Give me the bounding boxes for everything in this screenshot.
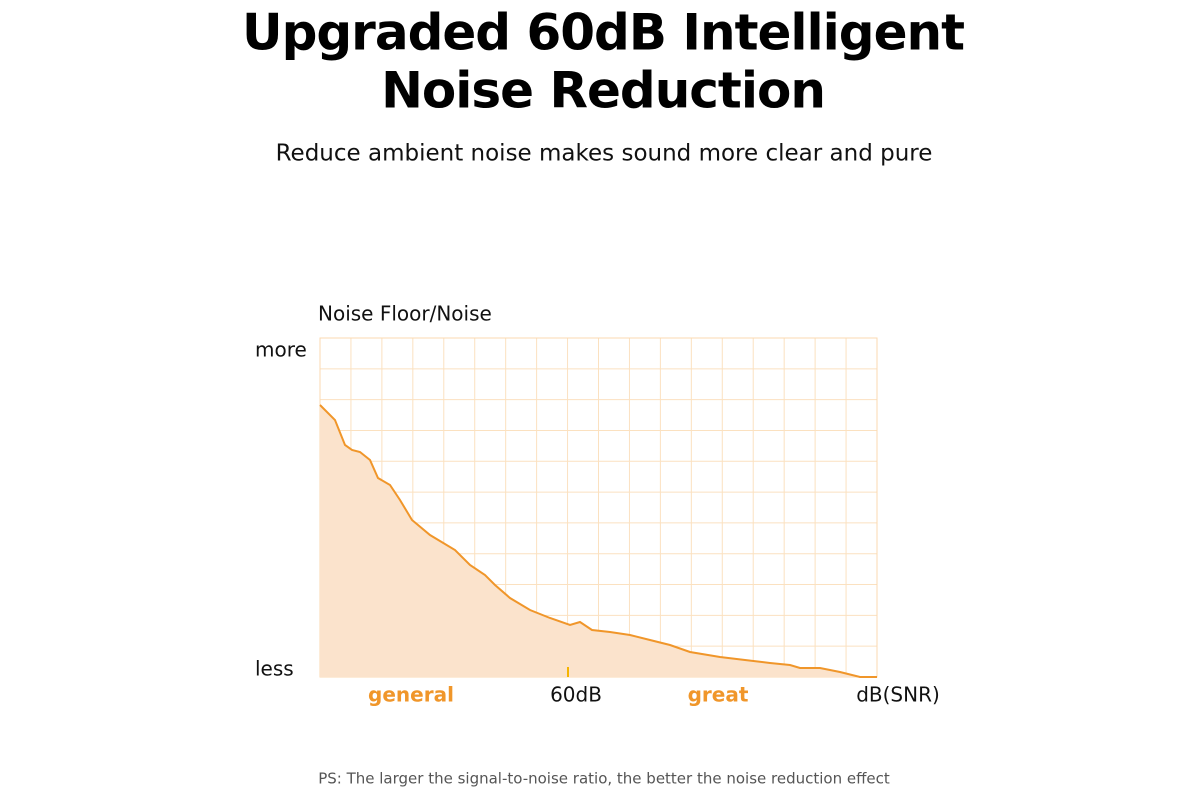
- footnote: PS: The larger the signal-to-noise ratio…: [318, 770, 890, 788]
- curve-line: [319, 404, 877, 678]
- x-label: great: [688, 683, 749, 707]
- x-label: general: [368, 683, 454, 707]
- y-top-label: more: [255, 338, 307, 362]
- y-axis-label: Noise Floor/Noise: [318, 302, 492, 326]
- subtitle: Reduce ambient noise makes sound more cl…: [276, 141, 933, 167]
- grid: [320, 338, 877, 677]
- y-bottom-label: less: [255, 657, 294, 681]
- x-axis-label: dB(SNR): [856, 683, 940, 707]
- x-label: 60dB: [550, 683, 602, 707]
- title-line: Noise Reduction: [381, 62, 825, 120]
- curve-area: [320, 405, 877, 677]
- title-line: Upgraded 60dB Intelligent: [242, 4, 964, 62]
